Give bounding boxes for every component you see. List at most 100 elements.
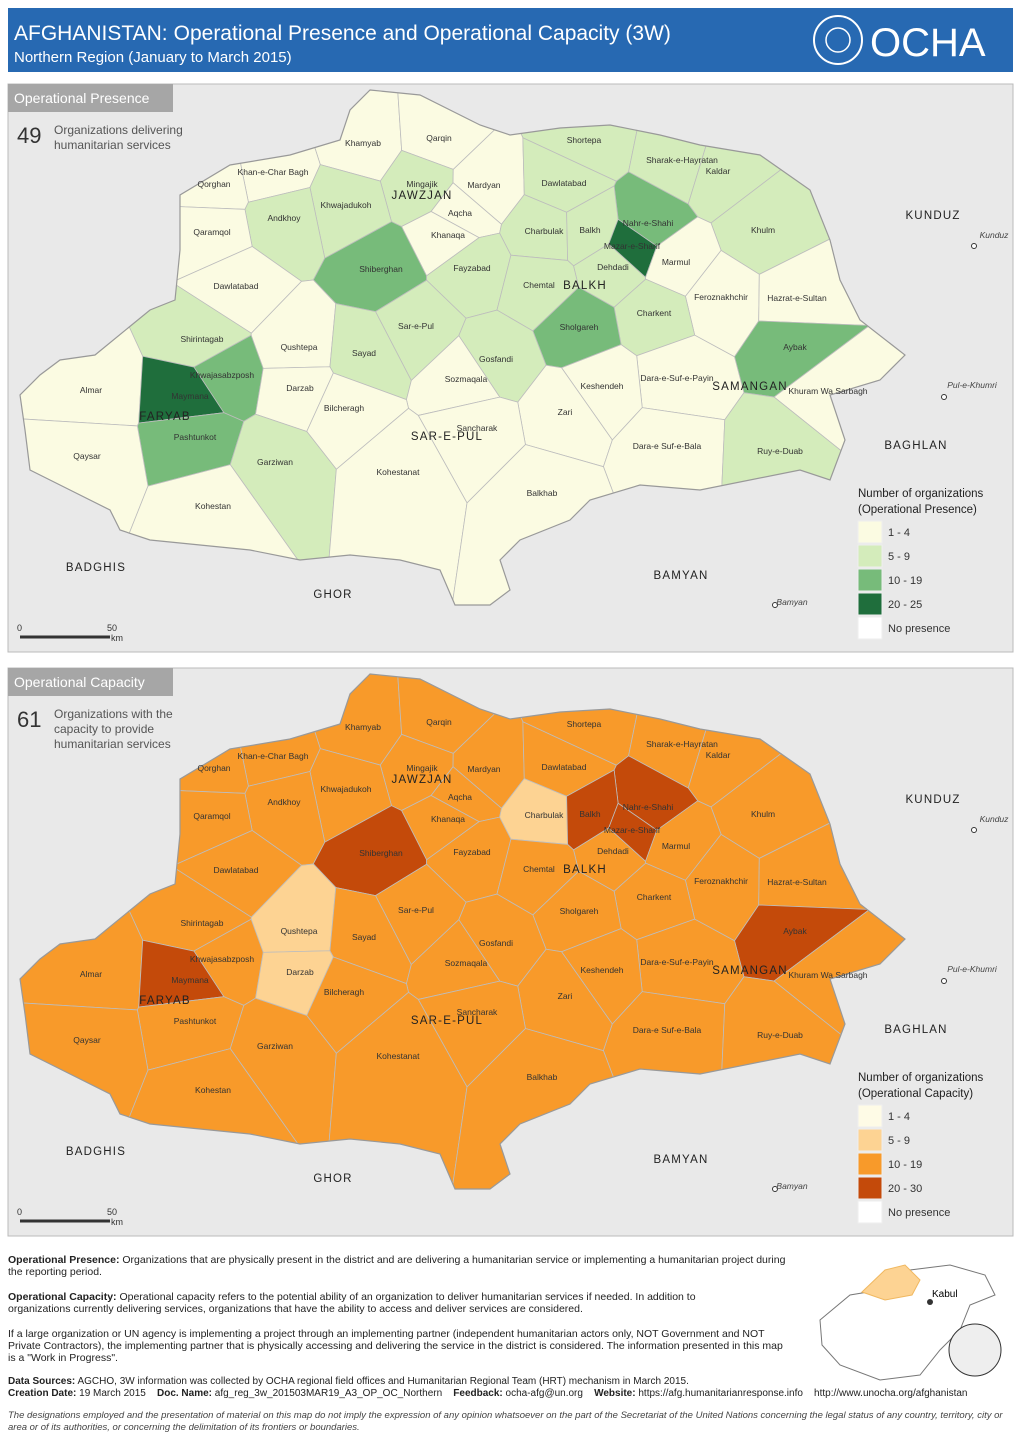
panel-title: Operational Capacity xyxy=(14,674,145,690)
place-label: Pul-e-Khumri xyxy=(947,380,998,390)
district-label: Khan-e-Char Bagh xyxy=(238,167,309,177)
place-label: Kunduz xyxy=(980,230,1010,240)
district-label: Khuram Wa Sarbagh xyxy=(788,970,867,980)
district-label: Sholgareh xyxy=(560,322,599,332)
kabul-dot xyxy=(927,1299,933,1305)
district-label: Sancharak xyxy=(457,1007,498,1017)
district-label: Qushtepa xyxy=(281,342,318,352)
province-label: SAMANGAN xyxy=(712,965,787,977)
district-label: Darzab xyxy=(286,383,314,393)
logo: OCHA xyxy=(870,21,986,65)
footer-text: afg_reg_3w_201503MAR19_A3_OP_OC_Northern xyxy=(214,1388,443,1399)
district-label: Fayzabad xyxy=(453,847,491,857)
un-emblem xyxy=(813,15,863,65)
district-label: Mingajik xyxy=(406,763,438,773)
district-label: Dehdadi xyxy=(597,262,629,272)
district-label: Nahr-e-Shahi xyxy=(623,218,674,228)
district-label: Aqcha xyxy=(448,208,472,218)
district-label: Shiberghan xyxy=(359,848,403,858)
legend-label: No presence xyxy=(888,623,950,635)
footer-text: http://www.unocha.org/afghanistan xyxy=(814,1388,968,1399)
district-label: Mingajik xyxy=(406,179,438,189)
scale-label: 0 xyxy=(17,1207,22,1217)
note-presence: Operational Presence: Organizations that… xyxy=(8,1254,788,1278)
district-label: Shirintagab xyxy=(180,918,223,928)
scale-label: 0 xyxy=(17,623,22,633)
province-label: GHOR xyxy=(313,1173,352,1185)
org-count-text: humanitarian services xyxy=(54,737,171,751)
district-label: Ruy-e-Duab xyxy=(757,446,803,456)
map-presence: Khamyab Qarqin Shortepa Khan-e-Char Bagh Sha… xyxy=(7,83,1014,653)
scale-label: km xyxy=(111,1217,123,1227)
district-label: Qaramqol xyxy=(193,227,230,237)
footer-text: AGCHO, 3W information was collected by O… xyxy=(77,1376,689,1387)
legend-label: 10 - 19 xyxy=(888,575,922,587)
panel-tab xyxy=(8,84,173,112)
district-label: Zari xyxy=(558,407,573,417)
province-label: SAR-E-PUL xyxy=(411,1015,483,1027)
globe xyxy=(948,1323,1002,1377)
district-label: Hazrat-e-Sultan xyxy=(767,293,827,303)
district-label: Dehdadi xyxy=(597,846,629,856)
district-label: Pashtunkot xyxy=(174,1016,217,1026)
district-label: Khwajadukoh xyxy=(320,784,371,794)
district-label: Sharak-e-Hayratan xyxy=(646,739,718,749)
district-label: Khamyab xyxy=(345,722,381,732)
region-outline xyxy=(19,673,906,1190)
district-label: Balkh xyxy=(579,225,601,235)
district-label: Sozmaqala xyxy=(445,374,488,384)
province-label: BALKH xyxy=(563,280,607,292)
subtitle: Northern Region (January to March 2015) xyxy=(14,49,292,66)
place-label: Bamyan xyxy=(776,1181,807,1191)
district-label: Marmul xyxy=(662,841,690,851)
district-label: Khulm xyxy=(751,809,775,819)
district-label: Darzab xyxy=(286,967,314,977)
district-label: Qushtepa xyxy=(281,926,318,936)
panel-title: Operational Presence xyxy=(14,90,150,106)
district-label: Qaramqol xyxy=(193,811,230,821)
district-label: Qorghan xyxy=(197,763,230,773)
province-label: BADGHIS xyxy=(66,562,126,574)
district-label: Ruy-e-Duab xyxy=(757,1030,803,1040)
footer-text: https://afg.humanitarianresponse.info xyxy=(638,1388,803,1399)
place-dot xyxy=(772,1186,778,1192)
province-label: BAGHLAN xyxy=(884,1024,947,1036)
district-label: Bilcheragh xyxy=(324,403,364,413)
district-label: Keshendeh xyxy=(580,381,623,391)
district-label: Balkhab xyxy=(527,488,558,498)
district-label: Kaldar xyxy=(706,166,731,176)
legend-swatch xyxy=(857,1200,883,1224)
legend-title: (Operational Capacity) xyxy=(858,1088,973,1100)
province-label: SAMANGAN xyxy=(712,381,787,393)
note-partner: If a large organization or UN agency is … xyxy=(8,1328,783,1364)
region-outline xyxy=(19,89,906,606)
legend-swatch xyxy=(857,544,883,568)
district-label: Feroznakhchir xyxy=(694,876,748,886)
district-label: Marmul xyxy=(662,257,690,267)
district-label: Chemtal xyxy=(523,280,555,290)
district-label: Mardyan xyxy=(467,180,500,190)
district-label: Khan-e-Char Bagh xyxy=(238,751,309,761)
legend-swatch xyxy=(857,616,883,640)
district-label: Dawlatabad xyxy=(542,178,587,188)
district-label: Mazar-e-Sharif xyxy=(604,241,661,251)
legend-label: 1 - 4 xyxy=(888,1111,910,1123)
district-label: Mazar-e-Sharif xyxy=(604,825,661,835)
district-label: Charkent xyxy=(637,892,672,902)
un-emblem-inner xyxy=(825,27,851,53)
province-label: FARYAB xyxy=(139,411,191,423)
province-label: BALKH xyxy=(563,864,607,876)
district-label: Kaldar xyxy=(706,750,731,760)
place-dot xyxy=(941,978,947,984)
district-label: Khulm xyxy=(751,225,775,235)
district-label: Pashtunkot xyxy=(174,432,217,442)
district-label: Balkhab xyxy=(527,1072,558,1082)
district-label: Maymana xyxy=(171,975,209,985)
title-rest: Operational Presence and Operational Cap… xyxy=(174,22,671,45)
district-label: Charbulak xyxy=(525,226,564,236)
footer-lead: Data Sources: xyxy=(8,1376,76,1387)
district-label: Maymana xyxy=(171,391,209,401)
district-label: Khwajasabzposh xyxy=(190,954,255,964)
district-label: Qaysar xyxy=(73,451,101,461)
